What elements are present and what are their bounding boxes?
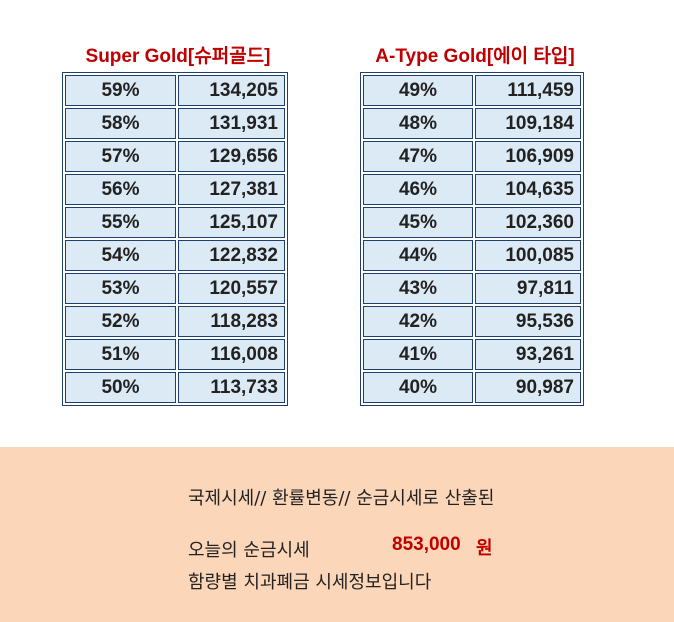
price-cell: 93,261 [475, 339, 581, 370]
purity-percent-cell: 42% [363, 306, 473, 337]
super-gold-price-table: 59% 134,205 58% 131,931 57% 129,656 56% 127,381… [62, 72, 288, 406]
table-row: 58% 131,931 [65, 108, 285, 139]
banner-outro-text: 함량별 치과폐금 시세정보입니다 [188, 572, 432, 593]
table-row: 41% 93,261 [363, 339, 581, 370]
price-cell: 104,635 [475, 174, 581, 205]
price-cell: 122,832 [178, 240, 285, 271]
price-cell: 95,536 [475, 306, 581, 337]
today-gold-price: 853,000 [392, 534, 461, 555]
purity-percent-cell: 52% [65, 306, 176, 337]
price-cell: 102,360 [475, 207, 581, 238]
table-row: 55% 125,107 [65, 207, 285, 238]
purity-percent-cell: 48% [363, 108, 473, 139]
a-type-gold-title: A-Type Gold[에이 타입] [375, 46, 575, 67]
table-row: 59% 134,205 [65, 75, 285, 106]
table-row: 52% 118,283 [65, 306, 285, 337]
purity-percent-cell: 45% [363, 207, 473, 238]
price-cell: 129,656 [178, 141, 285, 172]
table-row: 42% 95,536 [363, 306, 581, 337]
price-cell: 120,557 [178, 273, 285, 304]
price-cell: 111,459 [475, 75, 581, 106]
table-row: 46% 104,635 [363, 174, 581, 205]
price-cell: 116,008 [178, 339, 285, 370]
purity-percent-cell: 57% [65, 141, 176, 172]
price-cell: 100,085 [475, 240, 581, 271]
table-row: 54% 122,832 [65, 240, 285, 271]
a-type-gold-price-table: 49% 111,459 48% 109,184 47% 106,909 46% 104,635… [360, 72, 584, 406]
purity-percent-cell: 56% [65, 174, 176, 205]
table-row: 40% 90,987 [363, 372, 581, 403]
price-cell: 97,811 [475, 273, 581, 304]
purity-percent-cell: 50% [65, 372, 176, 403]
price-cell: 109,184 [475, 108, 581, 139]
purity-percent-cell: 55% [65, 207, 176, 238]
table-row: 47% 106,909 [363, 141, 581, 172]
price-cell: 90,987 [475, 372, 581, 403]
purity-percent-cell: 46% [363, 174, 473, 205]
purity-percent-cell: 49% [363, 75, 473, 106]
table-row: 50% 113,733 [65, 372, 285, 403]
table-row: 43% 97,811 [363, 273, 581, 304]
purity-percent-cell: 44% [363, 240, 473, 271]
price-cell: 118,283 [178, 306, 285, 337]
purity-percent-cell: 54% [65, 240, 176, 271]
purity-percent-cell: 53% [65, 273, 176, 304]
gold-price-banner: 국제시세// 환률변동// 순금시세로 산출된 오늘의 순금시세 853,000… [0, 447, 674, 622]
table-row: 49% 111,459 [363, 75, 581, 106]
today-price-label: 오늘의 순금시세 [188, 540, 310, 561]
purity-percent-cell: 40% [363, 372, 473, 403]
purity-percent-cell: 51% [65, 339, 176, 370]
purity-percent-cell: 58% [65, 108, 176, 139]
super-gold-title: Super Gold[슈퍼골드] [85, 46, 271, 67]
table-row: 44% 100,085 [363, 240, 581, 271]
table-row: 53% 120,557 [65, 273, 285, 304]
table-row: 45% 102,360 [363, 207, 581, 238]
table-row: 48% 109,184 [363, 108, 581, 139]
price-cell: 113,733 [178, 372, 285, 403]
purity-percent-cell: 47% [363, 141, 473, 172]
table-row: 56% 127,381 [65, 174, 285, 205]
price-cell: 127,381 [178, 174, 285, 205]
price-cell: 134,205 [178, 75, 285, 106]
table-row: 57% 129,656 [65, 141, 285, 172]
price-cell: 106,909 [475, 141, 581, 172]
banner-intro-text: 국제시세// 환률변동// 순금시세로 산출된 [188, 488, 495, 509]
price-cell: 131,931 [178, 108, 285, 139]
price-cell: 125,107 [178, 207, 285, 238]
purity-percent-cell: 59% [65, 75, 176, 106]
purity-percent-cell: 41% [363, 339, 473, 370]
purity-percent-cell: 43% [363, 273, 473, 304]
currency-unit: 원 [476, 538, 493, 559]
table-row: 51% 116,008 [65, 339, 285, 370]
